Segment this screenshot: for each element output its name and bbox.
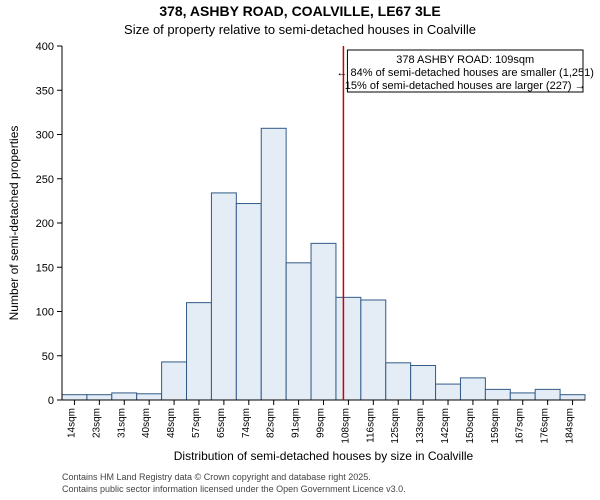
x-tick: 48sqm	[166, 408, 177, 438]
y-tick: 300	[36, 130, 54, 142]
x-tick: 167sqm	[515, 408, 526, 444]
x-tick: 91sqm	[291, 408, 302, 438]
x-axis-label: Distribution of semi-detached houses by …	[174, 449, 474, 463]
y-tick: 250	[36, 174, 54, 186]
histogram-bar	[460, 378, 485, 400]
chart-subtitle: Size of property relative to semi-detach…	[124, 22, 476, 37]
x-tick: 116sqm	[365, 408, 376, 443]
x-tick: 40sqm	[141, 408, 152, 438]
histogram-bar	[62, 395, 87, 400]
histogram-chart: 378, ASHBY ROAD, COALVILLE, LE67 3LE Size…	[0, 0, 600, 500]
x-tick: 99sqm	[316, 408, 327, 438]
histogram-bar	[361, 300, 386, 400]
x-tick: 57sqm	[191, 408, 202, 438]
x-tick: 133sqm	[415, 408, 426, 444]
histogram-bar	[211, 193, 236, 400]
x-tick: 176sqm	[540, 408, 551, 444]
x-tick: 31sqm	[116, 408, 127, 438]
histogram-bar	[485, 389, 510, 400]
y-tick: 200	[36, 218, 54, 230]
histogram-bar	[236, 204, 261, 400]
x-tick: 142sqm	[440, 408, 451, 444]
y-tick: 350	[36, 85, 54, 97]
x-tick: 108sqm	[340, 408, 351, 444]
histogram-bar	[386, 363, 411, 400]
histogram-bar	[112, 393, 137, 400]
annotation-line2: ← 84% of semi-detached houses are smalle…	[337, 67, 594, 79]
y-tick: 100	[36, 307, 54, 319]
y-tick: 50	[42, 351, 54, 363]
x-tick: 150sqm	[465, 408, 476, 444]
x-tick: 184sqm	[565, 408, 576, 444]
annotation-line1: 378 ASHBY ROAD: 109sqm	[396, 54, 534, 66]
credit-line: Contains public sector information licen…	[62, 484, 406, 494]
x-tick: 23sqm	[91, 408, 102, 438]
histogram-bar	[436, 384, 461, 400]
histogram-bar	[261, 128, 286, 400]
y-axis-label: Number of semi-detached properties	[7, 126, 21, 321]
annotation-line3: 15% of semi-detached houses are larger (…	[345, 80, 586, 92]
histogram-bar	[560, 395, 585, 400]
histogram-bar	[311, 243, 336, 400]
histogram-bar	[535, 389, 560, 400]
y-tick: 400	[36, 41, 54, 53]
x-tick: 82sqm	[266, 408, 277, 438]
histogram-bar	[137, 394, 162, 400]
histogram-bar	[336, 297, 361, 400]
y-tick: 150	[36, 262, 54, 274]
x-tick: 125sqm	[390, 408, 401, 444]
y-tick: 0	[48, 395, 54, 407]
histogram-bar	[187, 303, 212, 400]
chart-title: 378, ASHBY ROAD, COALVILLE, LE67 3LE	[159, 3, 440, 19]
x-tick: 74sqm	[241, 408, 252, 438]
x-tick: 65sqm	[216, 408, 227, 438]
histogram-bar	[510, 393, 535, 400]
histogram-bar	[411, 365, 436, 400]
x-tick: 159sqm	[490, 408, 501, 444]
credit-line: Contains HM Land Registry data © Crown c…	[62, 472, 371, 482]
histogram-bar	[87, 395, 112, 400]
histogram-bar	[286, 263, 311, 400]
x-tick: 14sqm	[66, 408, 77, 438]
chart-svg: 378, ASHBY ROAD, COALVILLE, LE67 3LE Size…	[0, 0, 600, 500]
histogram-bar	[162, 362, 187, 400]
